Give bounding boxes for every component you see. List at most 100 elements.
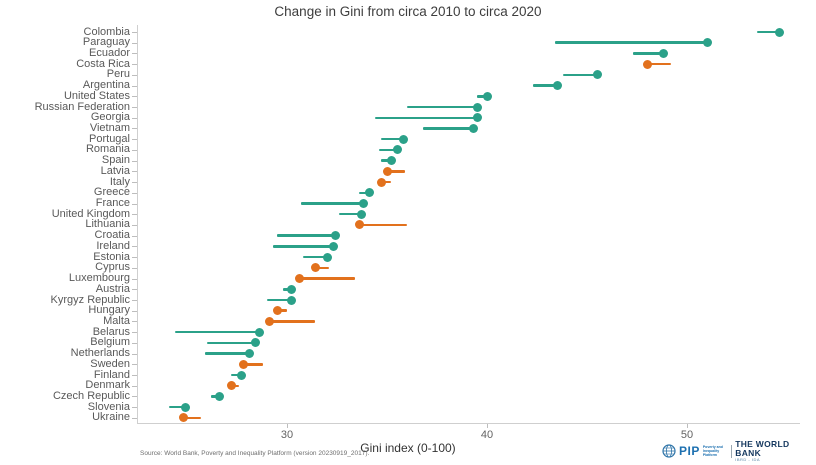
gini-change-line <box>381 137 403 141</box>
y-axis-country-label: Colombia <box>83 25 130 38</box>
y-axis-country-label: United Kingdom <box>51 207 130 220</box>
gini-change-line <box>339 212 361 216</box>
gini-change-line <box>359 191 369 195</box>
x-axis-line <box>137 423 800 424</box>
y-axis-country-label: Denmark <box>85 379 130 392</box>
y-axis-country-label: Italy <box>109 175 130 188</box>
gini-change-line <box>169 405 185 409</box>
gini-2010-dot <box>180 402 190 412</box>
gini-change-line <box>387 170 405 173</box>
y-axis-tick <box>132 107 137 109</box>
gini-change-line <box>757 30 779 34</box>
gini-2010-dot <box>294 274 304 284</box>
gini-2010-dot <box>552 81 562 91</box>
y-axis-country-label: Paraguay <box>82 36 130 49</box>
y-axis-tick <box>132 224 137 226</box>
pip-logo-subtext: Poverty and Inequality Platform <box>702 444 723 457</box>
y-axis-line <box>137 25 138 423</box>
gini-2010-dot <box>328 241 338 251</box>
y-axis-tick <box>132 321 137 323</box>
y-axis-country-label: Hungary <box>88 304 130 317</box>
gini-change-line <box>375 116 477 119</box>
gini-change-line <box>301 202 363 205</box>
chart-title: Change in Gini from circa 2010 to circa … <box>274 4 542 19</box>
gini-change-line <box>267 298 291 302</box>
y-axis-country-label: Malta <box>103 314 130 327</box>
gini-2010-dot <box>702 38 712 48</box>
y-axis-tick <box>132 375 137 377</box>
gini-2010-dot <box>358 199 368 209</box>
y-axis-tick <box>132 417 137 419</box>
y-axis-country-label: Greece <box>93 186 130 199</box>
gini-change-line <box>273 245 333 248</box>
logo-separator <box>731 444 733 458</box>
world-bank-logo-subtext: IBRD - IDA <box>735 457 761 462</box>
gini-2010-dot <box>376 177 386 187</box>
y-axis-country-label: United States <box>63 89 130 102</box>
y-axis-tick <box>132 332 137 334</box>
y-axis-country-label: Kyrgyz Republic <box>50 293 130 306</box>
x-axis-tick <box>687 423 688 428</box>
y-axis-country-label: Argentina <box>82 79 130 92</box>
y-axis-country-label: Peru <box>106 68 130 81</box>
y-axis-country-label: Georgia <box>90 111 130 124</box>
gini-2010-dot <box>286 284 296 294</box>
y-axis-tick <box>132 96 137 98</box>
gini-change-line <box>647 62 671 66</box>
gini-2010-dot <box>226 381 236 391</box>
gini-2010-dot <box>386 156 396 166</box>
y-axis-tick <box>132 128 137 130</box>
gini-2010-dot <box>178 413 188 423</box>
gini-2010-dot <box>382 166 392 176</box>
y-axis-tick <box>132 182 137 184</box>
y-axis-tick <box>132 353 137 355</box>
y-axis-country-label: Spain <box>101 154 130 167</box>
y-axis-tick <box>132 214 137 216</box>
y-axis-country-label: Slovenia <box>87 400 130 413</box>
y-axis-tick <box>132 117 137 119</box>
y-axis-tick <box>132 32 137 33</box>
pip-world-bank-logo: PIP Poverty and Inequality Platform THE … <box>662 440 816 462</box>
gini-change-line <box>175 330 259 334</box>
gini-2010-dot <box>272 306 282 316</box>
y-axis-tick <box>132 42 137 44</box>
gini-2010-dot <box>472 102 482 112</box>
y-axis-country-label: Vietnam <box>89 121 130 134</box>
y-axis-tick <box>132 85 137 87</box>
gini-2010-dot <box>214 391 224 401</box>
globe-icon <box>662 444 676 458</box>
y-axis-tick <box>132 246 137 248</box>
gini-change-line <box>299 277 355 280</box>
pip-logo-text: PIP <box>679 444 700 458</box>
gini-change-line <box>423 127 473 130</box>
y-axis-tick <box>132 396 137 398</box>
x-axis-tick <box>287 423 288 428</box>
y-axis-country-label: Belgium <box>90 336 130 349</box>
y-axis-country-label: Portugal <box>89 132 130 145</box>
gini-2010-dot <box>354 220 364 230</box>
gini-2010-dot <box>468 123 478 133</box>
y-axis-country-label: Czech Republic <box>52 389 130 402</box>
gini-change-line <box>277 234 335 237</box>
y-axis-country-label: Ukraine <box>92 411 130 424</box>
x-axis-tick-label: 30 <box>280 429 294 441</box>
y-axis-country-label: Cyprus <box>95 261 130 274</box>
gini-change-line <box>563 73 597 77</box>
y-axis-tick <box>132 74 137 76</box>
y-axis-country-label: Netherlands <box>70 347 130 360</box>
gini-2010-dot <box>356 209 366 219</box>
y-axis-tick <box>132 149 137 151</box>
y-axis-country-label: France <box>95 197 130 210</box>
y-axis-country-label: Russian Federation <box>34 100 130 113</box>
y-axis-tick <box>132 300 137 301</box>
y-axis-country-label: Ireland <box>96 239 130 252</box>
y-axis-country-label: Luxembourg <box>68 272 130 285</box>
gini-change-line <box>243 363 263 366</box>
gini-change-line <box>477 95 487 98</box>
gini-2010-dot <box>482 91 492 101</box>
gini-2010-dot <box>398 134 408 144</box>
gini-2010-dot <box>238 359 248 369</box>
y-axis-country-label: Croatia <box>94 229 130 242</box>
y-axis-country-label: Latvia <box>100 164 130 177</box>
